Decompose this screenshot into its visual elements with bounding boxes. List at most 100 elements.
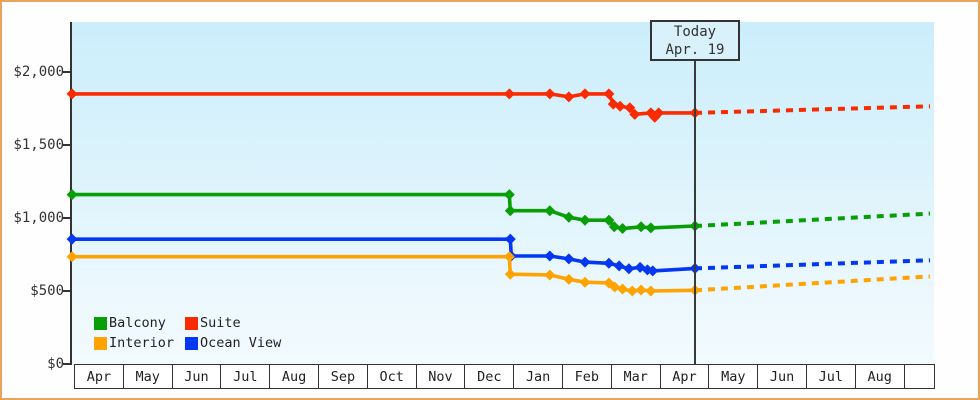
y-axis-tick bbox=[63, 363, 70, 365]
y-axis-tick bbox=[63, 71, 70, 73]
data-point-diamond bbox=[563, 273, 575, 285]
data-point-diamond bbox=[579, 88, 591, 100]
month-label: Apr bbox=[672, 368, 697, 385]
series-balcony bbox=[66, 189, 931, 235]
month-label: Feb bbox=[574, 368, 600, 385]
data-point-diamond bbox=[653, 107, 665, 119]
month-label: Mar bbox=[623, 368, 648, 385]
month-cell-nov-7: Nov bbox=[416, 365, 466, 388]
data-point-diamond bbox=[613, 260, 625, 272]
data-point-diamond bbox=[66, 233, 78, 245]
data-point-diamond bbox=[603, 88, 615, 100]
data-point-diamond bbox=[563, 91, 575, 103]
month-label: Jan bbox=[525, 368, 551, 385]
month-label: May bbox=[721, 368, 746, 385]
data-point-diamond bbox=[635, 221, 647, 233]
month-cell-aug-16: Aug bbox=[855, 365, 905, 388]
month-label: Jul bbox=[233, 368, 258, 385]
data-point-diamond bbox=[624, 102, 636, 114]
data-point-diamond bbox=[617, 223, 629, 235]
data-point-diamond bbox=[603, 214, 615, 226]
series-line bbox=[72, 192, 696, 231]
series-ocean-view bbox=[66, 233, 931, 277]
month-cell-jun-2: Jun bbox=[172, 365, 222, 388]
data-point-diamond bbox=[504, 205, 516, 217]
month-cell-apr-0: Apr bbox=[75, 365, 124, 388]
data-point-diamond bbox=[563, 253, 575, 265]
x-axis-month-row: Apr May Jun Jul Aug Sep Oct Nov Dec Jan Feb Mar Apr M… bbox=[74, 364, 935, 389]
month-label: Jun bbox=[184, 368, 209, 385]
data-point-diamond bbox=[503, 88, 515, 100]
data-point-diamond bbox=[645, 222, 657, 234]
y-axis-label: $1,500 bbox=[13, 137, 64, 153]
series-projection-dashed bbox=[694, 258, 931, 271]
data-point-diamond bbox=[579, 214, 591, 226]
month-cell-apr-12: Apr bbox=[660, 365, 710, 388]
data-point-diamond bbox=[544, 205, 556, 217]
series-suite bbox=[66, 88, 931, 123]
series-line bbox=[72, 92, 695, 121]
month-label: Nov bbox=[428, 368, 453, 385]
month-cell-jul-15: Jul bbox=[806, 365, 856, 388]
today-vertical-line bbox=[694, 59, 696, 364]
data-point-diamond bbox=[66, 251, 78, 263]
month-label: Oct bbox=[379, 368, 404, 385]
y-axis-tick bbox=[63, 144, 70, 146]
data-point-diamond bbox=[579, 256, 591, 268]
series-projection-dashed bbox=[694, 274, 931, 293]
data-point-diamond bbox=[544, 269, 556, 281]
data-point-diamond bbox=[504, 233, 516, 245]
month-label: Dec bbox=[477, 368, 502, 385]
data-point-diamond bbox=[503, 189, 515, 201]
y-axis-label: $500 bbox=[30, 283, 64, 299]
data-point-diamond bbox=[629, 108, 641, 120]
month-label: Sep bbox=[330, 368, 356, 385]
data-point-diamond bbox=[645, 285, 657, 297]
data-point-diamond bbox=[579, 276, 591, 288]
y-axis-tick bbox=[63, 217, 70, 219]
month-cell-dec-8: Dec bbox=[465, 365, 515, 388]
data-point-diamond bbox=[66, 189, 78, 201]
month-row-filler bbox=[904, 365, 934, 388]
y-axis-label: $2,000 bbox=[13, 64, 64, 80]
y-axis-label: $0 bbox=[47, 356, 64, 372]
data-point-diamond bbox=[635, 284, 647, 296]
series-projection-dashed bbox=[694, 211, 931, 228]
today-label: Today bbox=[673, 23, 717, 40]
month-cell-feb-10: Feb bbox=[562, 365, 612, 388]
month-label: Jul bbox=[818, 368, 844, 385]
month-cell-jan-9: Jan bbox=[514, 365, 563, 388]
month-cell-aug-4: Aug bbox=[270, 365, 319, 388]
month-cell-mar-11: Mar bbox=[611, 365, 661, 388]
data-point-diamond bbox=[626, 285, 638, 297]
data-point-diamond bbox=[66, 88, 78, 100]
data-point-diamond bbox=[544, 88, 556, 100]
series-projection-dashed bbox=[694, 104, 931, 115]
data-point-diamond bbox=[504, 268, 516, 280]
today-date: Apr. 19 bbox=[665, 41, 725, 58]
month-label: Jun bbox=[769, 368, 795, 385]
month-cell-may-13: May bbox=[709, 365, 759, 388]
month-cell-may-1: May bbox=[123, 365, 173, 388]
month-label: Aug bbox=[867, 368, 892, 385]
y-axis-tick bbox=[63, 290, 70, 292]
data-point-diamond bbox=[603, 257, 615, 269]
data-point-diamond bbox=[563, 211, 575, 223]
data-point-diamond bbox=[647, 265, 659, 277]
data-point-diamond bbox=[617, 283, 629, 295]
month-label: Apr bbox=[86, 368, 112, 385]
month-cell-jun-14: Jun bbox=[758, 365, 807, 388]
y-axis-label: $1,000 bbox=[13, 210, 64, 226]
series-interior bbox=[66, 251, 931, 297]
month-cell-oct-6: Oct bbox=[367, 365, 417, 388]
month-cell-jul-3: Jul bbox=[221, 365, 271, 388]
data-point-diamond bbox=[503, 251, 515, 263]
data-point-diamond bbox=[608, 221, 620, 233]
today-marker-box: Today Apr. 19 bbox=[650, 20, 740, 61]
data-point-diamond bbox=[614, 100, 626, 112]
month-label: May bbox=[135, 368, 160, 385]
data-point-diamond bbox=[544, 250, 556, 262]
data-point-diamond bbox=[623, 263, 635, 275]
